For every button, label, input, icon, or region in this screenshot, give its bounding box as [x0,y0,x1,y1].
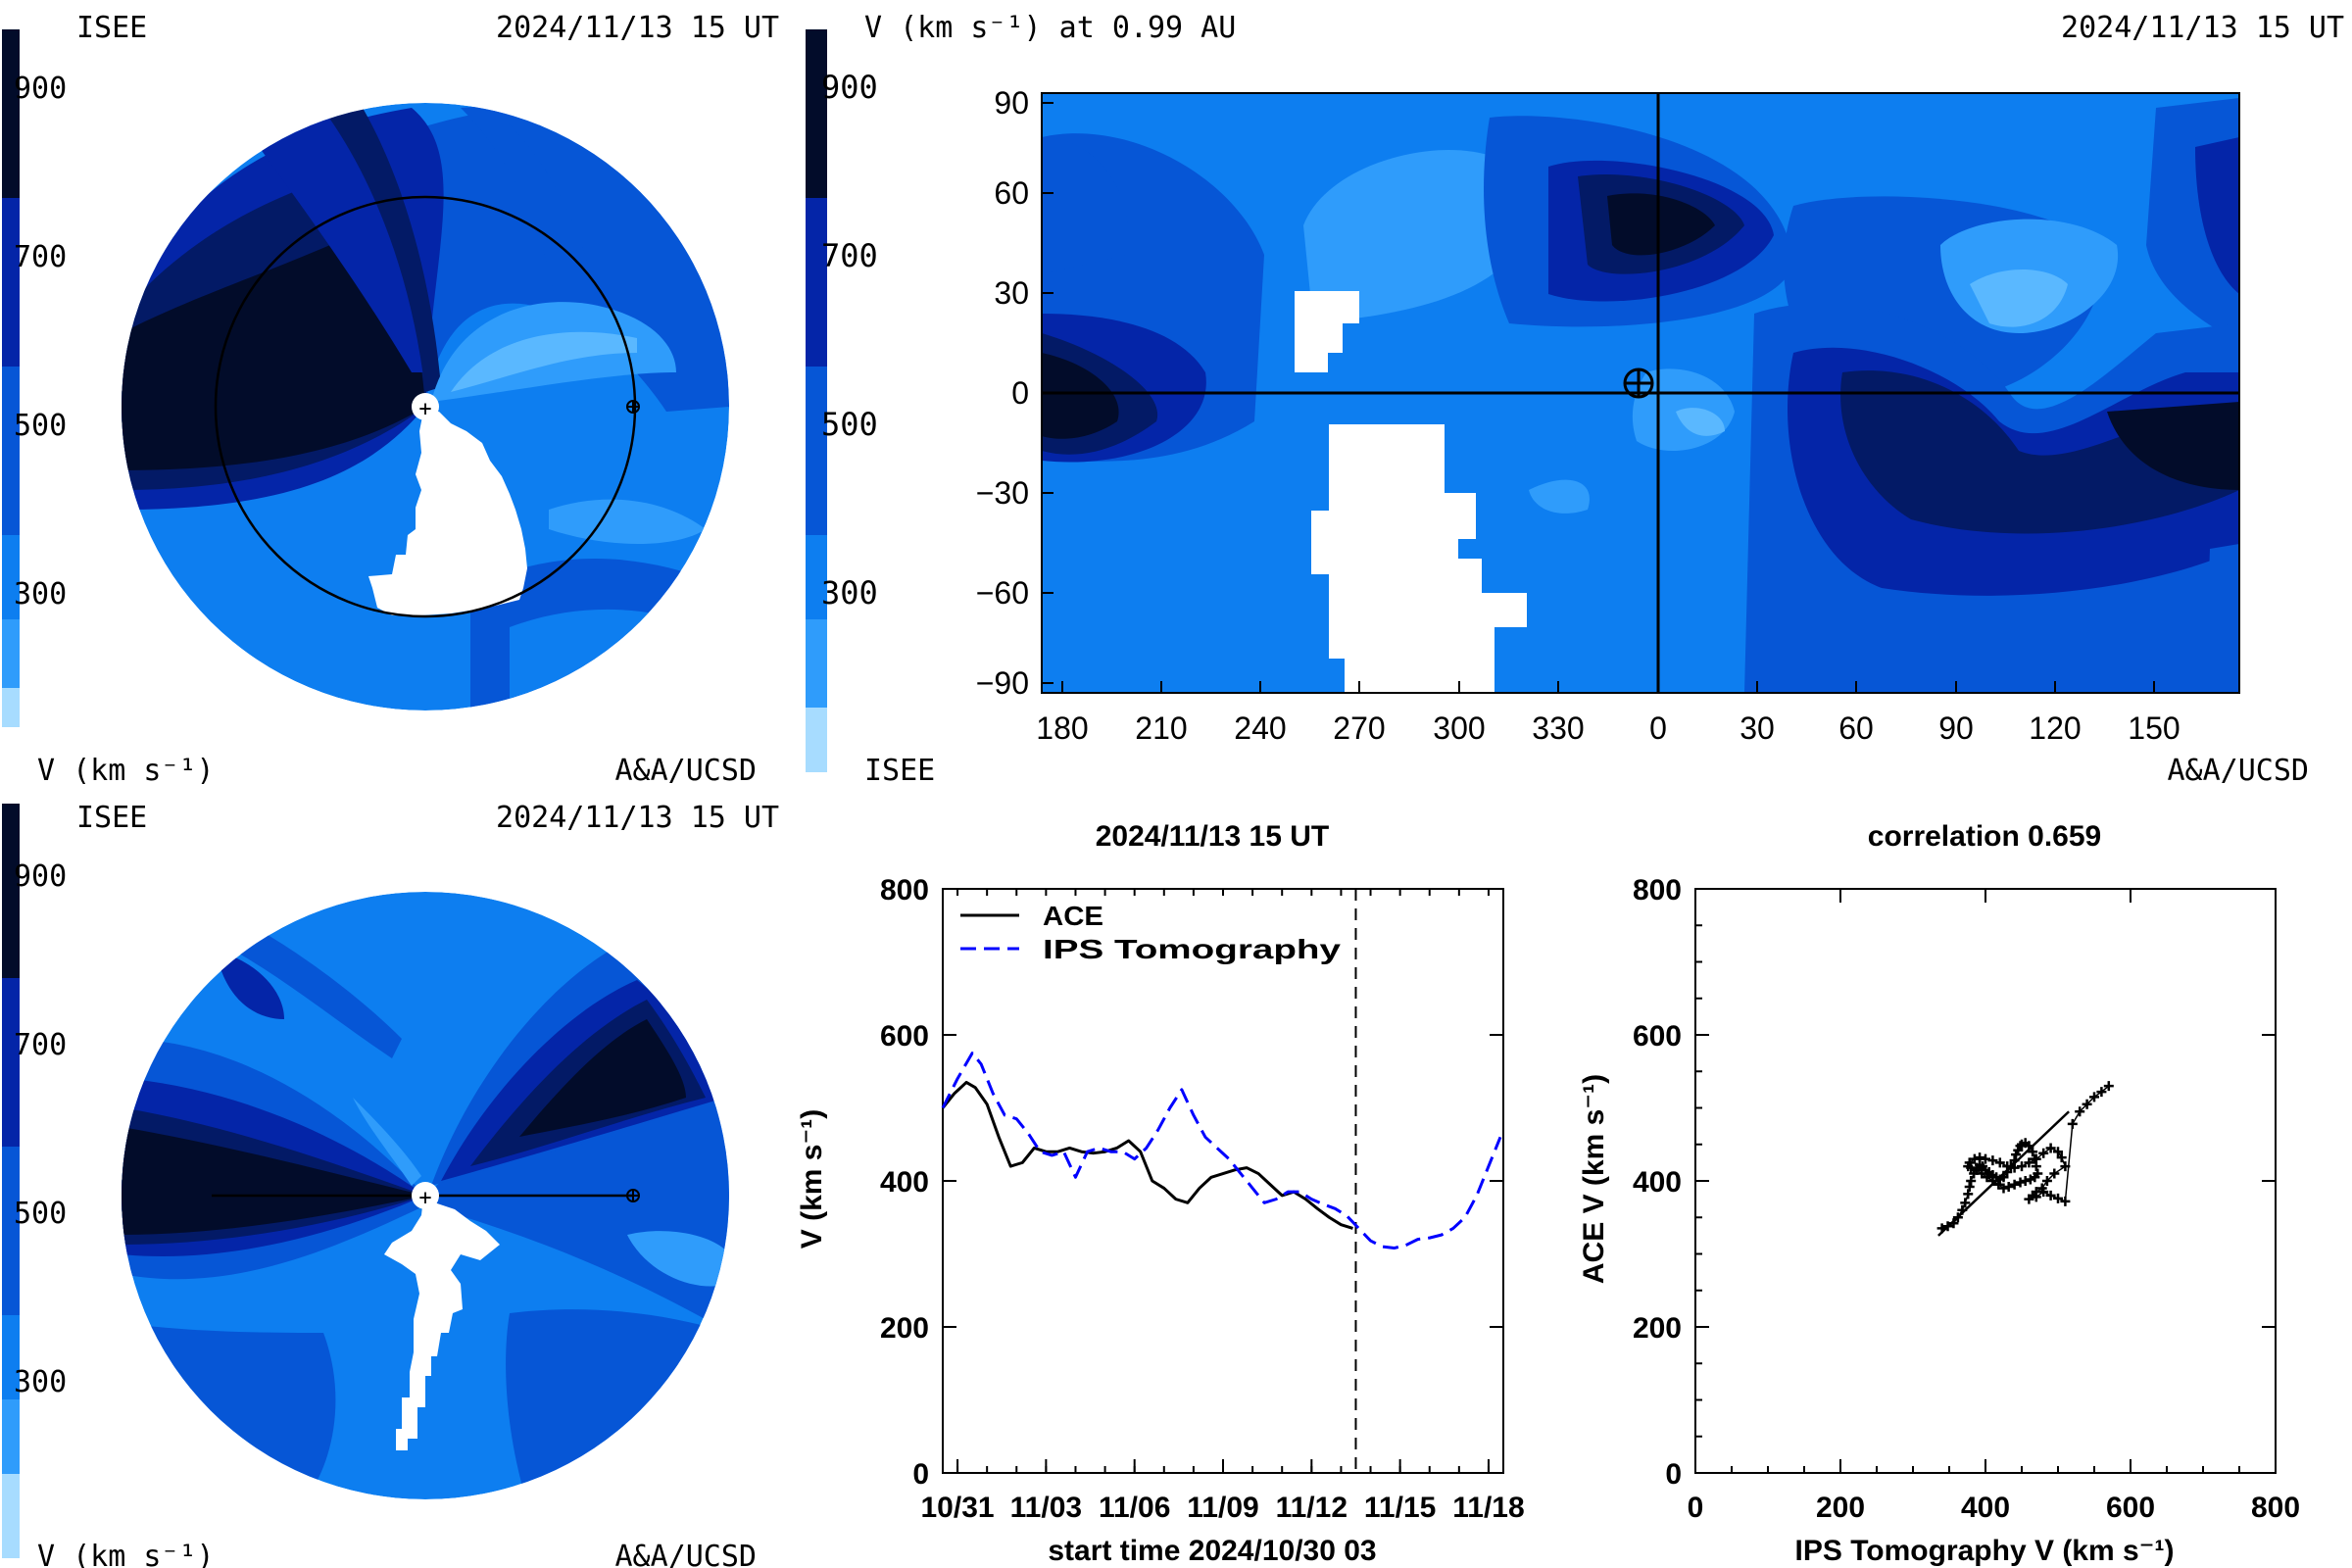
map-y-axis: 90 60 30 0 −30 −60 −90 [976,85,1054,701]
scatter-y-tick-label: 400 [1633,1166,1682,1199]
panel-tr-datetime: 2024/11/13 15 UT [2061,11,2344,45]
time-series-chart: 2024/11/13 15 UT start time 2024/10/30 0… [796,820,1525,1567]
map-x-tick-label: 180 [1036,710,1088,746]
scatter-y-tick-label: 800 [1633,874,1682,906]
colorbar-tl-tick-300: 300 [14,577,67,612]
scatter-x-tick-label: 200 [1816,1492,1865,1524]
correlation-scatter-chart: correlation 0.659 IPS Tomography V (km s… [1578,820,2300,1567]
scatter-x-tick-label: 800 [2251,1492,2300,1524]
colorbar-tr-tick-500: 500 [821,406,878,443]
scatter-y-tick-label: 200 [1633,1312,1682,1345]
ts-legend-label: IPS Tomography [1043,934,1342,964]
map-y-tick-label: −30 [976,475,1029,511]
panel-tl-bar-label: V (km s⁻¹) [37,754,215,788]
map-y-tick-label: 0 [1011,375,1029,411]
colorbar-tl: 900 700 500 300 [2,29,67,727]
scatter-fit-line [1937,1110,2070,1237]
map-x-tick-label: 30 [1740,710,1775,746]
map-x-tick-label: 330 [1532,710,1584,746]
panel-bl-credit: A&A/UCSD [615,1540,758,1568]
ips-series-line [941,1052,1502,1250]
scatter-plot-frame [1694,888,2277,1474]
svg-text:+: + [418,1186,431,1210]
ts-chart-title: 2024/11/13 15 UT [1096,820,1330,853]
map-y-tick-label: 30 [994,275,1029,311]
map-x-tick-label: 150 [2128,710,2180,746]
earth-marker-bl [626,1189,640,1202]
panel-bl-bar-label: V (km s⁻¹) [37,1540,215,1568]
panel-tl-source: ISEE [76,11,147,45]
ts-x-axis-label: start time 2024/10/30 03 [1048,1535,1376,1567]
sun-marker-bl: + [412,1182,439,1210]
map-x-tick-label: 60 [1838,710,1874,746]
map-x-tick-label: 210 [1135,710,1187,746]
colorbar-tl-tick-700: 700 [14,240,67,274]
ts-y-axis-label: V (km s⁻¹) [796,1109,828,1250]
colorbar-bl-tick-700: 700 [14,1028,67,1062]
colorbar-bl-tick-300: 300 [14,1365,67,1399]
panel-tl-credit: A&A/UCSD [615,754,758,788]
map-y-tick-label: 90 [994,85,1029,121]
panel-tr-credit: A&A/UCSD [2168,754,2310,788]
map-x-tick-label: 90 [1938,710,1974,746]
colorbar-tr-tick-300: 300 [821,574,878,612]
map-x-axis: 180 210 240 270 300 330 0 30 60 90 120 150 [1036,681,2180,746]
ts-y-tick-label: 600 [880,1020,929,1053]
map-x-tick-label: 300 [1433,710,1485,746]
panel-tl-datetime: 2024/11/13 15 UT [496,11,779,45]
scatter-y-tick-label: 600 [1633,1020,1682,1053]
ts-y-tick-label: 400 [880,1166,929,1199]
ace-series-line [941,1080,1353,1230]
ts-y-tick-label: 800 [880,874,929,906]
ts-y-tick-label: 0 [912,1458,929,1491]
ts-x-tick-label: 11/15 [1364,1492,1436,1524]
colorbar-bl-tick-900: 900 [14,859,67,894]
colorbar-tr-tick-900: 900 [821,69,878,106]
svg-text:+: + [418,397,431,421]
polar-map-bl [122,892,729,1499]
scatter-y-axis-label: ACE V (km s⁻¹) [1578,1074,1610,1284]
panel-bl-datetime: 2024/11/13 15 UT [496,801,779,835]
scatter-chart-title: correlation 0.659 [1868,820,2101,853]
colorbar-bl: 900 700 500 300 [2,804,67,1558]
panel-tr-source: ISEE [864,754,935,788]
map-y-tick-label: −60 [976,575,1029,611]
map-y-tick-label: −90 [976,665,1029,701]
map-x-tick-label: 270 [1333,710,1385,746]
ts-legend-label: ACE [1043,901,1103,931]
scatter-trace [1941,1085,2110,1230]
scatter-x-tick-label: 600 [2106,1492,2155,1524]
panel-tr-title: V (km s⁻¹) at 0.99 AU [864,11,1236,45]
scatter-x-axis-label: IPS Tomography V (km s⁻¹) [1795,1535,2175,1567]
scatter-x-tick-label: 400 [1961,1492,2010,1524]
panel-top-left: ISEE 2024/11/13 15 UT 900 700 500 300 [2,11,779,788]
ts-x-tick-label: 11/09 [1187,1492,1258,1524]
colorbar-tl-tick-500: 500 [14,409,67,443]
sun-marker-tl: + [412,393,439,421]
colorbar-tr: 900 700 500 300 [806,29,878,772]
panel-bottom-left: ISEE 2024/11/13 15 UT 900 700 500 300 [2,801,779,1568]
ts-x-tick-label: 11/06 [1099,1492,1170,1524]
colorbar-tr-tick-700: 700 [821,237,878,274]
panel-bl-source: ISEE [76,801,147,835]
earth-marker-tl [626,400,640,414]
colorbar-tl-tick-900: 900 [14,72,67,106]
map-x-tick-label: 0 [1649,710,1667,746]
map-y-tick-label: 60 [994,175,1029,211]
scatter-y-tick-label: 0 [1665,1458,1682,1491]
panel-top-right: 900 700 500 300 V (km s⁻¹) at 0.99 AU 20… [806,11,2344,788]
ts-plot-frame [942,888,1504,1474]
ts-x-tick-label: 11/12 [1276,1492,1348,1524]
earth-marker-map [1623,368,1654,399]
ts-y-tick-label: 200 [880,1312,929,1345]
scatter-x-tick-label: 0 [1688,1492,1704,1524]
ts-x-tick-label: 11/18 [1452,1492,1524,1524]
ts-x-tick-label: 11/03 [1010,1492,1082,1524]
map-x-tick-label: 120 [2029,710,2081,746]
ts-x-tick-label: 10/31 [921,1492,995,1524]
polar-map-tl [122,103,729,710]
colorbar-bl-tick-500: 500 [14,1197,67,1231]
map-x-tick-label: 240 [1234,710,1286,746]
